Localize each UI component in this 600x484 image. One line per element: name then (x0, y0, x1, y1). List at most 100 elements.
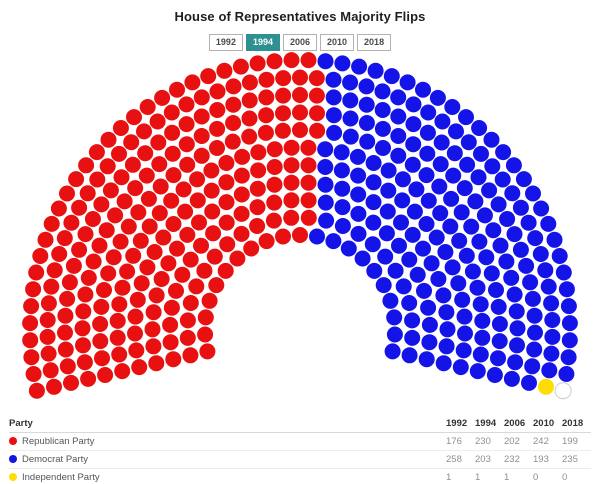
seat-dot[interactable] (404, 312, 421, 329)
seat-dot[interactable] (75, 337, 91, 354)
seat-dot[interactable] (141, 218, 158, 235)
seat-dot[interactable] (473, 145, 489, 162)
seat-dot[interactable] (193, 89, 210, 106)
seat-dot[interactable] (193, 128, 210, 144)
seat-dot[interactable] (317, 141, 334, 158)
seat-dot[interactable] (51, 246, 68, 262)
seat-dot[interactable] (79, 185, 96, 202)
seat-dot[interactable] (401, 347, 418, 364)
seat-dot[interactable] (484, 158, 501, 175)
seat-dot[interactable] (342, 128, 359, 145)
seat-dot[interactable] (197, 309, 214, 326)
seat-dot[interactable] (149, 113, 166, 130)
seat-dot[interactable] (266, 141, 283, 158)
seat-dot[interactable] (405, 96, 422, 113)
seat-dot[interactable] (359, 133, 376, 150)
seat-dot[interactable] (416, 282, 432, 299)
seat-dot[interactable] (540, 278, 557, 295)
seat-dot[interactable] (404, 156, 421, 173)
seat-dot[interactable] (292, 227, 308, 243)
seat-dot[interactable] (333, 162, 350, 179)
seat-dot[interactable] (112, 120, 129, 136)
seat-dot[interactable] (59, 290, 76, 307)
seat-dot[interactable] (428, 229, 445, 246)
seat-dot[interactable] (481, 182, 498, 199)
seat-dot[interactable] (453, 204, 470, 221)
seat-dot[interactable] (474, 329, 491, 346)
seat-dot[interactable] (382, 292, 399, 309)
seat-dot[interactable] (39, 312, 56, 328)
seat-dot[interactable] (458, 247, 475, 264)
seat-dot[interactable] (395, 278, 412, 295)
seat-dot[interactable] (92, 316, 109, 332)
seat-dot[interactable] (160, 255, 177, 272)
seat-dot[interactable] (265, 212, 282, 229)
seat-dot[interactable] (470, 169, 487, 186)
seat-dot[interactable] (434, 113, 451, 130)
seat-dot[interactable] (266, 194, 283, 211)
seat-dot[interactable] (350, 167, 367, 184)
seat-dot[interactable] (526, 307, 543, 324)
seat-dot[interactable] (435, 355, 452, 372)
seat-dot[interactable] (233, 186, 250, 203)
seat-dot[interactable] (219, 236, 236, 253)
seat-dot[interactable] (340, 240, 357, 257)
seat-dot[interactable] (144, 321, 161, 338)
seat-dot[interactable] (61, 274, 78, 291)
seat-dot[interactable] (527, 324, 543, 341)
seat-dot[interactable] (394, 171, 411, 188)
seat-dot[interactable] (197, 326, 214, 343)
seat-dot[interactable] (358, 78, 375, 95)
seat-dot[interactable] (152, 178, 169, 195)
seat-dot[interactable] (137, 145, 154, 162)
seat-dot[interactable] (508, 303, 525, 320)
seat-dot[interactable] (308, 87, 325, 104)
seat-dot[interactable] (50, 200, 67, 217)
seat-dot[interactable] (46, 378, 62, 395)
seat-dot[interactable] (435, 287, 452, 304)
seat-dot[interactable] (300, 157, 317, 174)
seat-dot[interactable] (333, 144, 350, 161)
seat-dot[interactable] (182, 347, 199, 364)
seat-dot[interactable] (155, 229, 172, 246)
seat-dot[interactable] (349, 148, 366, 165)
seat-dot[interactable] (419, 124, 436, 141)
seat-dot[interactable] (209, 120, 226, 137)
seat-dot[interactable] (283, 139, 300, 156)
seat-dot[interactable] (543, 345, 560, 362)
seat-dot[interactable] (163, 299, 180, 316)
seat-dot[interactable] (430, 271, 447, 287)
seat-dot[interactable] (506, 286, 523, 303)
seat-dot[interactable] (460, 134, 477, 151)
seat-dot[interactable] (275, 228, 291, 245)
seat-dot[interactable] (107, 207, 124, 224)
seat-dot[interactable] (326, 124, 343, 141)
seat-dot[interactable] (233, 225, 250, 242)
seat-dot[interactable] (40, 345, 57, 362)
seat-dot[interactable] (512, 199, 529, 216)
tab-1994[interactable]: 1994 (245, 34, 280, 51)
seat-dot[interactable] (177, 203, 194, 220)
seat-dot[interactable] (537, 262, 554, 279)
seat-dot[interactable] (145, 304, 162, 321)
seat-dot[interactable] (365, 174, 382, 191)
seat-dot[interactable] (109, 312, 126, 329)
seat-dot[interactable] (490, 298, 507, 315)
seat-dot[interactable] (139, 259, 156, 276)
seat-dot[interactable] (225, 78, 242, 95)
seat-dot[interactable] (292, 104, 308, 121)
seat-dot[interactable] (93, 298, 110, 315)
seat-dot[interactable] (420, 104, 437, 121)
seat-dot[interactable] (507, 354, 524, 371)
seat-dot[interactable] (42, 362, 59, 379)
seat-dot[interactable] (401, 295, 418, 311)
seat-dot[interactable] (59, 185, 75, 202)
seat-dot[interactable] (442, 218, 459, 235)
seat-dot[interactable] (309, 122, 326, 139)
seat-dot[interactable] (164, 124, 181, 141)
seat-dot[interactable] (150, 134, 167, 151)
seat-dot[interactable] (241, 92, 258, 109)
seat-dot[interactable] (446, 145, 463, 162)
seat-dot[interactable] (266, 53, 283, 70)
seat-dot[interactable] (367, 62, 384, 79)
